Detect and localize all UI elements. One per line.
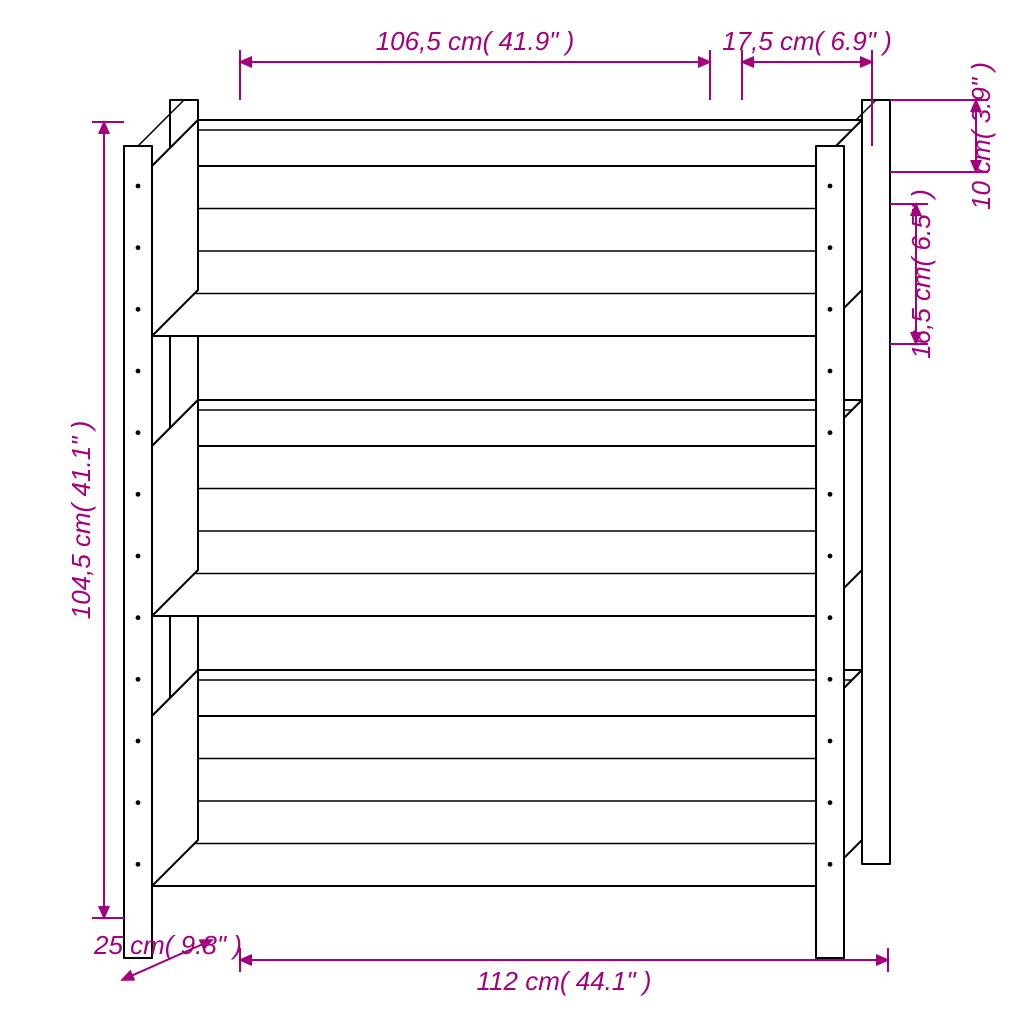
dim-inner-depth: 17,5 cm( 6.9" ): [722, 26, 892, 74]
dim-inner-width: 106,5 cm( 41.9" ): [240, 26, 710, 74]
dim-gap-between-label: 16,5 cm( 6.5" ): [906, 189, 936, 359]
dim-inner-depth-label: 17,5 cm( 6.9" ): [722, 26, 892, 56]
dim-total-height-label: 104,5 cm( 41.1" ): [66, 421, 96, 620]
dim-inner-width-label: 106,5 cm( 41.9" ): [376, 26, 575, 56]
dim-gap-between: 16,5 cm( 6.5" ): [904, 189, 936, 359]
dim-gap-top: 10 cm( 3.9" ): [964, 62, 996, 210]
dim-total-depth-label: 25 cm( 9.8" ): [93, 930, 242, 960]
dim-total-height: 104,5 cm( 41.1" ): [66, 122, 116, 918]
dim-total-width: 112 cm( 44.1" ): [240, 948, 888, 996]
dim-total-width-label: 112 cm( 44.1" ): [477, 966, 652, 996]
dim-gap-top-label: 10 cm( 3.9" ): [966, 62, 996, 210]
dim-total-depth: 25 cm( 9.8" ): [93, 930, 242, 980]
